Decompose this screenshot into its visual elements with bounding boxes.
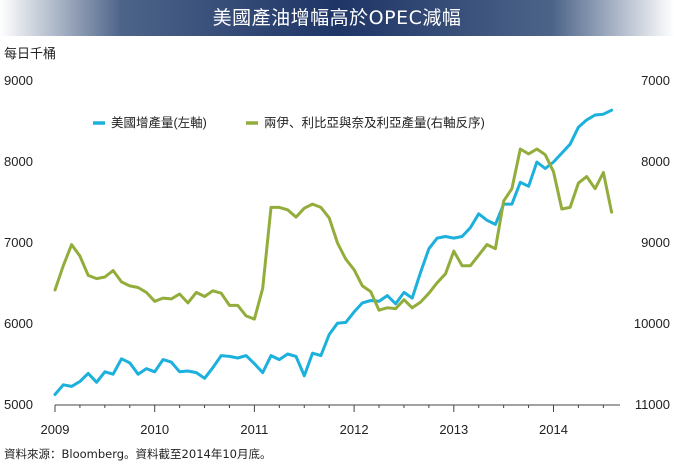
legend-us-label: 美國增產量(左軸) xyxy=(111,115,207,130)
y-right-tick-label: 11000 xyxy=(635,397,670,412)
x-tick-label: 2010 xyxy=(140,422,169,437)
y-left-tick-label: 9000 xyxy=(4,73,33,88)
y-right-tick-label: 7000 xyxy=(641,73,670,88)
line-chart: 每日千桶 5000 6000 7000 8000 9000 11000 10000 9000 80… xyxy=(4,46,670,437)
series-line-opec xyxy=(53,147,614,321)
y-left-tick-label: 7000 xyxy=(4,235,33,250)
y-left-tick-label: 5000 xyxy=(4,397,33,412)
chart-title: 美國產油增幅高於OPEC減幅 xyxy=(212,7,462,29)
y-left-tick-label: 8000 xyxy=(4,154,33,169)
x-tick-label: 2014 xyxy=(539,422,568,437)
x-tick-label: 2009 xyxy=(41,422,70,437)
x-tick-label: 2013 xyxy=(439,422,468,437)
y-right-tick-label: 10000 xyxy=(634,316,670,331)
series-line-us xyxy=(53,108,614,396)
y-left-tick-label: 6000 xyxy=(4,316,33,331)
x-tick-label: 2011 xyxy=(240,422,268,437)
y-right-tick-label: 9000 xyxy=(641,235,670,250)
title-bar xyxy=(0,0,674,36)
y-right-tick-label: 8000 xyxy=(641,154,670,169)
source-note: 資料來源：Bloomberg。資料截至2014年10月底。 xyxy=(4,447,272,461)
legend-opec-label: 兩伊、利比亞與奈及利亞產量(右軸反序) xyxy=(264,115,485,130)
x-tick-label: 2012 xyxy=(340,422,369,437)
y-axis-title: 每日千桶 xyxy=(4,46,56,61)
